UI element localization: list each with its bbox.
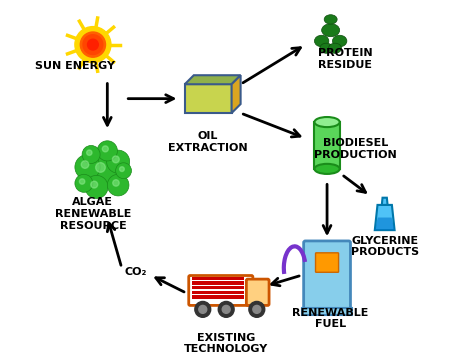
Ellipse shape — [322, 24, 340, 37]
Text: GLYCERINE
PRODUCTS: GLYCERINE PRODUCTS — [351, 236, 419, 257]
Polygon shape — [192, 286, 244, 289]
Polygon shape — [185, 75, 241, 84]
Text: PROTEIN
RESIDUE: PROTEIN RESIDUE — [318, 48, 373, 70]
Polygon shape — [192, 277, 244, 280]
Polygon shape — [314, 122, 340, 169]
Circle shape — [88, 39, 98, 50]
Ellipse shape — [324, 15, 337, 24]
Circle shape — [75, 26, 111, 63]
Circle shape — [112, 156, 119, 163]
Ellipse shape — [314, 35, 329, 47]
Text: ALGAE
RENEWABLE
RESOURCE: ALGAE RENEWABLE RESOURCE — [55, 197, 131, 231]
Polygon shape — [192, 295, 244, 299]
Circle shape — [91, 181, 98, 188]
Circle shape — [102, 146, 109, 152]
FancyBboxPatch shape — [316, 253, 338, 272]
Circle shape — [107, 150, 130, 173]
Circle shape — [113, 180, 119, 186]
Polygon shape — [232, 75, 241, 113]
Circle shape — [83, 35, 103, 54]
Circle shape — [85, 175, 108, 199]
FancyBboxPatch shape — [304, 241, 350, 309]
Circle shape — [81, 161, 89, 168]
Circle shape — [195, 301, 211, 317]
Ellipse shape — [320, 43, 333, 53]
Polygon shape — [382, 198, 388, 205]
Circle shape — [116, 163, 131, 179]
Ellipse shape — [332, 35, 347, 47]
Circle shape — [88, 155, 120, 187]
Polygon shape — [192, 291, 244, 294]
Circle shape — [75, 155, 100, 180]
Text: CO₂: CO₂ — [125, 266, 147, 277]
Polygon shape — [302, 307, 352, 315]
Circle shape — [222, 305, 230, 313]
Circle shape — [199, 305, 207, 313]
Text: BIODIESEL
PRODUCTION: BIODIESEL PRODUCTION — [314, 138, 397, 160]
Polygon shape — [185, 84, 232, 113]
FancyBboxPatch shape — [189, 276, 253, 305]
Text: RENEWABLE
FUEL: RENEWABLE FUEL — [292, 307, 369, 329]
Circle shape — [80, 32, 106, 57]
Circle shape — [82, 146, 100, 163]
Circle shape — [253, 305, 261, 313]
Circle shape — [249, 301, 265, 317]
Circle shape — [80, 179, 85, 184]
Circle shape — [96, 163, 105, 172]
Circle shape — [107, 174, 129, 196]
Ellipse shape — [314, 164, 340, 174]
Ellipse shape — [328, 43, 341, 53]
Circle shape — [218, 301, 234, 317]
Ellipse shape — [314, 117, 340, 127]
Text: EXISTING
TECHNOLOGY: EXISTING TECHNOLOGY — [184, 333, 268, 354]
FancyBboxPatch shape — [246, 279, 269, 305]
Text: SUN ENERGY: SUN ENERGY — [35, 61, 115, 71]
Circle shape — [87, 150, 92, 155]
Polygon shape — [375, 205, 394, 230]
Circle shape — [119, 167, 124, 171]
Circle shape — [97, 141, 118, 161]
Text: OIL
EXTRACTION: OIL EXTRACTION — [168, 131, 248, 153]
Polygon shape — [375, 217, 394, 230]
Circle shape — [75, 174, 93, 192]
Polygon shape — [192, 281, 244, 285]
